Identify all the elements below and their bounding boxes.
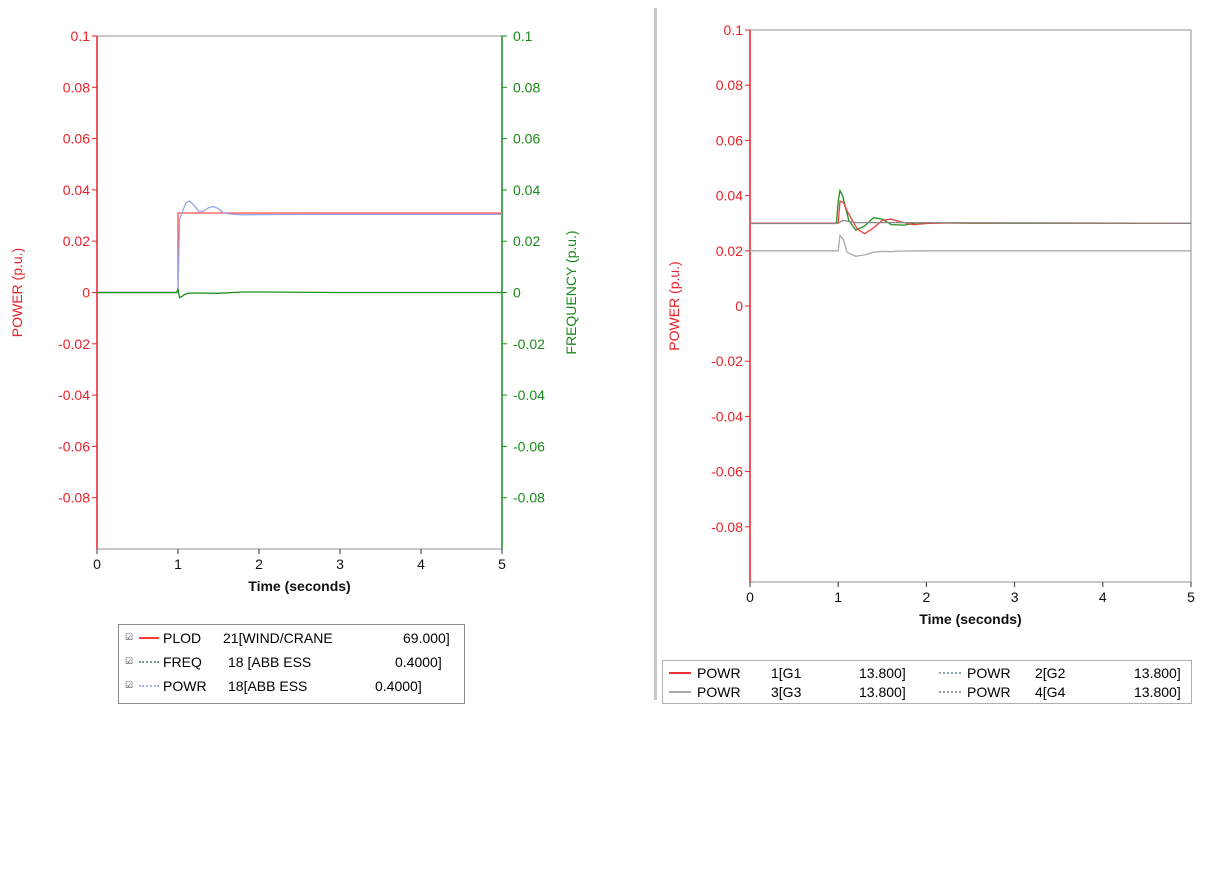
legend-quantity: PLOD	[163, 630, 202, 646]
y-tick-label: 0.04	[63, 182, 90, 198]
x-tick-label: 5	[1187, 589, 1195, 605]
x-axis-label: Time (seconds)	[919, 611, 1021, 627]
y-tick-label: -0.08	[711, 519, 743, 535]
y-tick-label: 0.02	[716, 243, 743, 259]
y-tick-label: -0.06	[58, 438, 90, 454]
right-legend: POWR 1[G1 13.800] POWR 2[G2 13.800] POWR…	[662, 660, 1192, 704]
series-line	[97, 287, 502, 299]
y2-tick-label: 0.1	[513, 28, 533, 44]
y2-tick-label: 0.08	[513, 79, 540, 95]
y-tick-label: 0.06	[716, 132, 743, 148]
legend-quantity: POWR	[967, 684, 1011, 700]
x-tick-label: 1	[174, 556, 182, 572]
legend-kv: 0.4000]	[375, 678, 422, 694]
legend-swatch	[939, 672, 961, 674]
x-tick-label: 2	[255, 556, 263, 572]
y2-tick-label: -0.08	[513, 490, 545, 506]
y-tick-label: -0.08	[58, 490, 90, 506]
x-tick-label: 0	[93, 556, 101, 572]
y-tick-label: 0.06	[63, 131, 90, 147]
series-line	[750, 200, 1192, 235]
y-tick-label: 0.04	[716, 188, 743, 204]
y-tick-label: 0	[82, 285, 90, 301]
y-tick-label: -0.04	[58, 387, 90, 403]
legend-row: ☑ FREQ 18 [ABB ESS 0.4000]	[119, 652, 442, 672]
checkbox-checked-icon[interactable]: ☑	[125, 656, 134, 666]
x-tick-label: 3	[1011, 589, 1019, 605]
chart-left: 0.1 0.08 0.06 0.04 0.02 0 -0.02 -0.04 -0.06 -0.08…	[9, 28, 579, 594]
x-tick-label: 5	[498, 556, 506, 572]
legend-kv: 69.000]	[403, 630, 450, 646]
legend-bus: 3[G3	[771, 684, 802, 700]
legend-row: ☑ PLOD 21[WIND/CRANE 69.000]	[119, 628, 450, 648]
y-tick-label: 0.1	[71, 28, 91, 44]
chart-right: 0.1 0.08 0.06 0.04 0.02 0 -0.02 -0.04 -0.06 -0.08…	[666, 22, 1195, 627]
legend-quantity: POWR	[697, 684, 741, 700]
legend-quantity: POWR	[697, 665, 741, 681]
x-tick-label: 4	[417, 556, 425, 572]
legend-bus: 18 [ABB ESS	[228, 654, 312, 670]
y2-tick-label: -0.06	[513, 438, 545, 454]
y2-tick-label: 0.06	[513, 131, 540, 147]
legend-swatch	[669, 672, 691, 674]
legend-swatch	[139, 637, 159, 639]
y-tick-label: 0.08	[63, 79, 90, 95]
legend-quantity: POWR	[163, 678, 207, 694]
x-tick-label: 0	[746, 589, 754, 605]
y-tick-label: -0.02	[58, 336, 90, 352]
x-axis-label: Time (seconds)	[248, 578, 350, 594]
legend-bus: 21[WIND/CRANE	[223, 630, 333, 646]
legend-row: POWR 1[G1 13.800] POWR 2[G2 13.800]	[663, 663, 1191, 683]
y-tick-label: 0	[735, 298, 743, 314]
series-line	[176, 200, 502, 294]
series-line	[750, 234, 1191, 257]
legend-kv: 0.4000]	[395, 654, 442, 670]
plot-frame	[749, 29, 1192, 583]
legend-bus: 18[ABB ESS	[228, 678, 308, 694]
x-tick-label: 2	[923, 589, 931, 605]
checkbox-checked-icon[interactable]: ☑	[125, 632, 134, 642]
legend-quantity: FREQ	[163, 654, 202, 670]
series-line	[750, 219, 1192, 225]
y-axis-label: POWER (p.u.)	[666, 261, 682, 350]
legend-row: POWR 3[G3 13.800] POWR 4[G4 13.800]	[663, 682, 1191, 702]
legend-bus: 2[G2	[1035, 665, 1066, 681]
x-tick-label: 1	[834, 589, 842, 605]
y-tick-label: -0.02	[711, 353, 743, 369]
y-tick-label: 0.08	[716, 77, 743, 93]
y-axis-label: POWER (p.u.)	[9, 248, 25, 337]
legend-kv: 13.800]	[1134, 684, 1181, 700]
y-tick-label: 0.02	[63, 233, 90, 249]
legend-row: ☑ POWR 18[ABB ESS 0.4000]	[119, 676, 422, 696]
legend-bus: 4[G4	[1035, 684, 1066, 700]
legend-bus: 1[G1	[771, 665, 802, 681]
y2-tick-label: -0.02	[513, 336, 545, 352]
y2-tick-label: -0.04	[513, 387, 545, 403]
y-tick-label: 0.1	[724, 22, 744, 38]
left-legend: ☑ PLOD 21[WIND/CRANE 69.000] ☑ FREQ 18 […	[118, 624, 465, 704]
legend-kv: 13.800]	[1134, 665, 1181, 681]
legend-swatch	[939, 691, 961, 693]
y-tick-label: -0.04	[711, 408, 743, 424]
y2-tick-label: 0.02	[513, 233, 540, 249]
legend-quantity: POWR	[967, 665, 1011, 681]
y-tick-label: -0.06	[711, 464, 743, 480]
legend-swatch	[139, 661, 159, 663]
y2-tick-label: 0.04	[513, 182, 540, 198]
y2-tick-label: 0	[513, 285, 521, 301]
legend-swatch	[669, 691, 691, 693]
x-tick-label: 3	[336, 556, 344, 572]
legend-swatch	[139, 685, 159, 687]
panel-divider	[654, 8, 657, 700]
legend-kv: 13.800]	[859, 684, 906, 700]
y2-axis-label: FREQUENCY (p.u.)	[563, 230, 579, 354]
x-tick-label: 4	[1099, 589, 1107, 605]
checkbox-checked-icon[interactable]: ☑	[125, 680, 134, 690]
legend-kv: 13.800]	[859, 665, 906, 681]
